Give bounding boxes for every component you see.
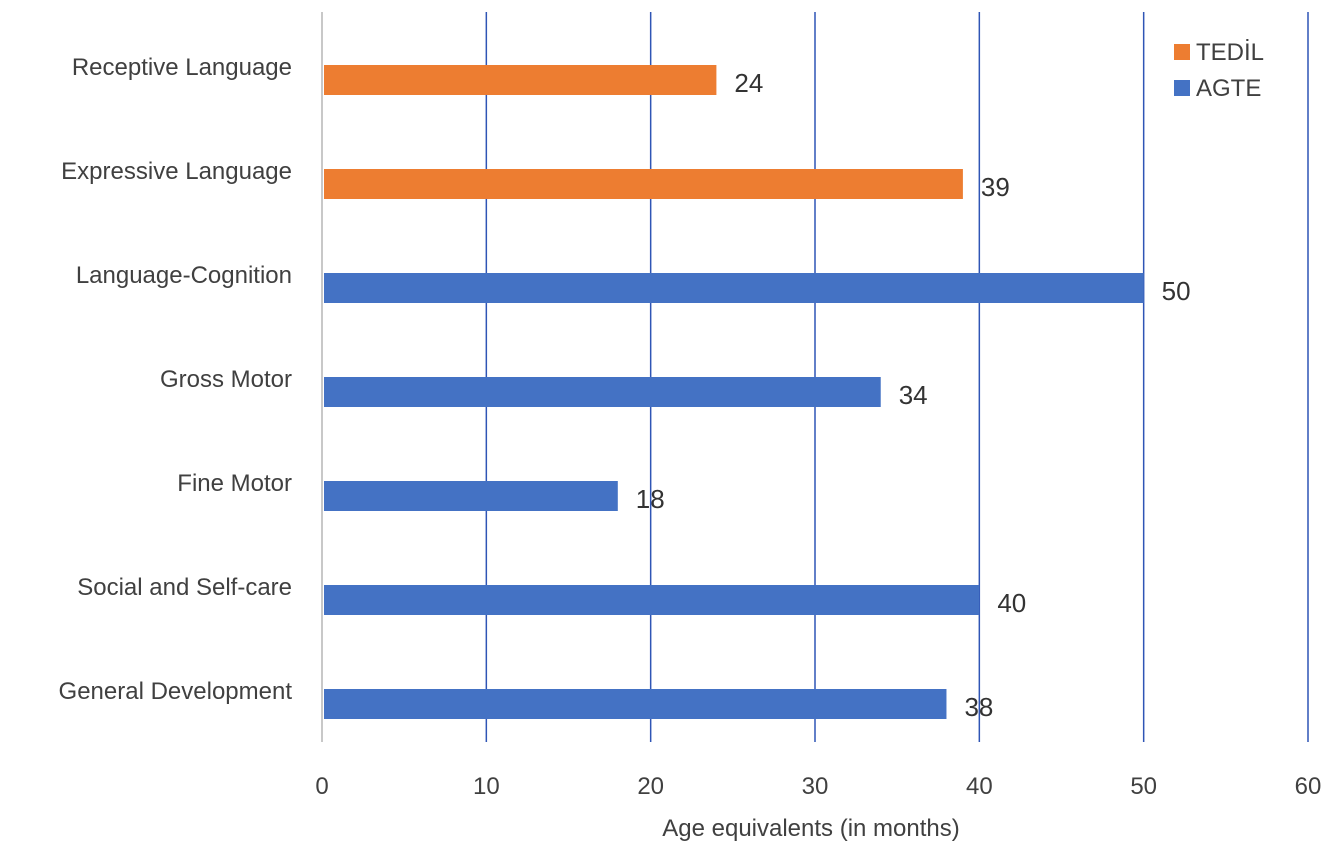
category-label-general-development: General Development (59, 678, 293, 705)
x-tick-label-0: 0 (315, 773, 328, 800)
data-label-fine-motor: 18 (636, 484, 665, 514)
bar-receptive-language (324, 65, 717, 95)
bars (324, 65, 1144, 719)
data-label-language-cognition: 50 (1162, 276, 1191, 306)
x-tick-label-10: 10 (473, 773, 500, 800)
gridlines (321, 12, 1309, 742)
x-tick-label-40: 40 (966, 773, 993, 800)
category-label-fine-motor: Fine Motor (177, 470, 292, 497)
bar-gross-motor (324, 377, 881, 407)
x-tick-label-30: 30 (802, 773, 829, 800)
bar-expressive-language (324, 169, 963, 199)
category-label-language-cognition: Language-Cognition (76, 262, 292, 289)
legend: TEDİL AGTE (1174, 39, 1264, 102)
x-tick-labels: 0 10 20 30 40 50 60 (315, 773, 1321, 800)
data-label-social-and-self-care: 40 (997, 588, 1026, 618)
bar-social-and-self-care (324, 585, 980, 615)
data-labels: 24 39 50 34 18 40 38 (636, 68, 1191, 722)
category-label-gross-motor: Gross Motor (160, 366, 292, 393)
x-tick-label-20: 20 (637, 773, 664, 800)
data-label-general-development: 38 (964, 692, 993, 722)
category-labels: Receptive Language Expressive Language Lan… (59, 54, 293, 705)
legend-swatch-tedi-l (1174, 44, 1190, 60)
data-label-receptive-language: 24 (734, 68, 763, 98)
category-label-receptive-language: Receptive Language (72, 54, 292, 81)
bar-fine-motor (324, 481, 618, 511)
data-label-expressive-language: 39 (981, 172, 1010, 202)
x-tick-label-50: 50 (1130, 773, 1157, 800)
category-label-expressive-language: Expressive Language (61, 158, 292, 185)
category-label-social-and-self-care: Social and Self-care (77, 574, 292, 601)
bar-language-cognition (324, 273, 1144, 303)
legend-swatch-agte (1174, 80, 1190, 96)
x-tick-label-60: 60 (1295, 773, 1322, 800)
data-label-gross-motor: 34 (899, 380, 928, 410)
bar-general-development (324, 689, 947, 719)
x-axis-title: Age equivalents (in months) (662, 815, 960, 842)
legend-label-tedi-l: TEDİL (1196, 39, 1264, 66)
legend-label-agte: AGTE (1196, 75, 1261, 102)
